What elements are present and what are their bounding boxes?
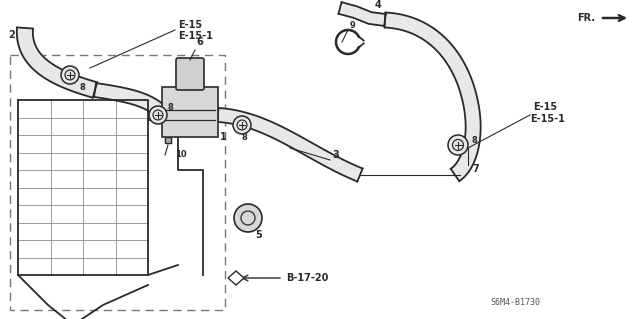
- Text: 3: 3: [332, 150, 339, 160]
- Text: 9: 9: [350, 21, 356, 30]
- Text: 8: 8: [168, 103, 173, 112]
- Text: 1: 1: [220, 132, 227, 142]
- Text: 8: 8: [472, 136, 477, 145]
- Text: 7: 7: [472, 164, 479, 174]
- Text: E-15: E-15: [178, 20, 202, 30]
- Circle shape: [233, 116, 251, 134]
- Text: FR.: FR.: [577, 13, 595, 23]
- Text: S6M4-B1730: S6M4-B1730: [490, 298, 540, 307]
- Text: 2: 2: [8, 30, 15, 40]
- Text: 5: 5: [255, 230, 262, 240]
- Text: E-15-1: E-15-1: [178, 31, 213, 41]
- Text: 4: 4: [375, 0, 381, 10]
- Polygon shape: [94, 83, 167, 118]
- Text: E-15: E-15: [533, 102, 557, 112]
- Circle shape: [448, 135, 468, 155]
- Polygon shape: [385, 12, 481, 181]
- Polygon shape: [218, 108, 363, 182]
- Text: 6: 6: [196, 37, 203, 47]
- Circle shape: [234, 204, 262, 232]
- Polygon shape: [339, 2, 386, 26]
- Text: B-17-20: B-17-20: [286, 273, 328, 283]
- FancyBboxPatch shape: [162, 87, 218, 137]
- Polygon shape: [17, 27, 97, 98]
- Polygon shape: [228, 271, 244, 285]
- Text: 8: 8: [242, 133, 248, 142]
- FancyBboxPatch shape: [176, 58, 204, 90]
- Text: 10: 10: [175, 150, 187, 159]
- Text: 8: 8: [80, 83, 86, 92]
- Bar: [10, 55, 225, 310]
- Circle shape: [61, 66, 79, 84]
- Circle shape: [149, 106, 167, 124]
- Text: E-15-1: E-15-1: [530, 114, 565, 124]
